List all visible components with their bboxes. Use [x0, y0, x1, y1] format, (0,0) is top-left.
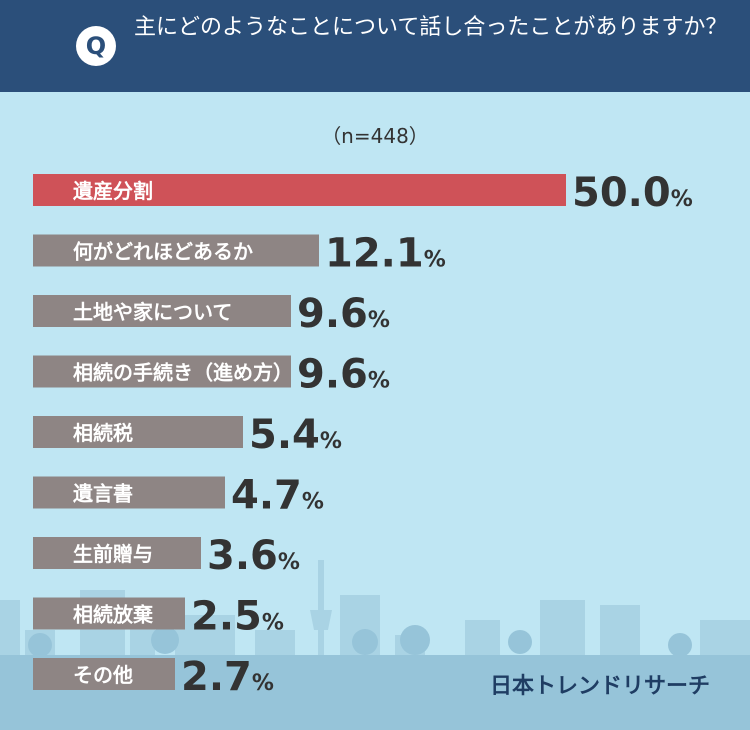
bar-label-4: 相続の手続き（進め方） [73, 361, 293, 385]
q-badge: Q [76, 26, 116, 66]
bar-7 [33, 537, 201, 569]
value-label-7: 3.6% [207, 533, 300, 579]
bar-label-6: 遺言書 [73, 482, 133, 506]
bar-8 [33, 597, 185, 630]
sample-size: （n=448） [321, 124, 429, 148]
value-label-3: 9.6% [297, 291, 390, 337]
bar-label-8: 相続放棄 [73, 603, 154, 627]
value-label-4: 9.6% [297, 352, 390, 398]
bar-4 [33, 355, 291, 388]
bar-label-7: 生前贈与 [73, 542, 153, 566]
bar-label-1: 遺産分割 [73, 179, 153, 203]
header-banner: Q 主にどのようなことについて話し合ったことがありますか？ [0, 0, 750, 92]
bar-2 [33, 234, 319, 267]
value-label-5: 5.4% [249, 412, 342, 458]
bar-label-9: その他 [73, 663, 133, 687]
value-label-1: 50.0% [572, 170, 693, 216]
value-label-2: 12.1% [325, 231, 446, 277]
bar-3 [33, 295, 291, 327]
bar-1 [33, 174, 566, 206]
bar-label-5: 相続税 [73, 421, 133, 445]
bar-5 [33, 416, 243, 448]
value-label-8: 2.5% [191, 594, 284, 640]
bar-label-3: 土地や家について [73, 300, 232, 324]
value-label-6: 4.7% [231, 473, 324, 519]
bar-label-2: 何がどれほどあるか [73, 240, 253, 264]
value-label-9: 2.7% [181, 654, 274, 700]
brand-logo-text: 日本トレンドリサーチ [489, 674, 710, 699]
question-text: 主にどのようなことについて話し合ったことがありますか？ [134, 15, 728, 40]
bar-9 [33, 658, 175, 690]
bar-6 [33, 476, 225, 509]
